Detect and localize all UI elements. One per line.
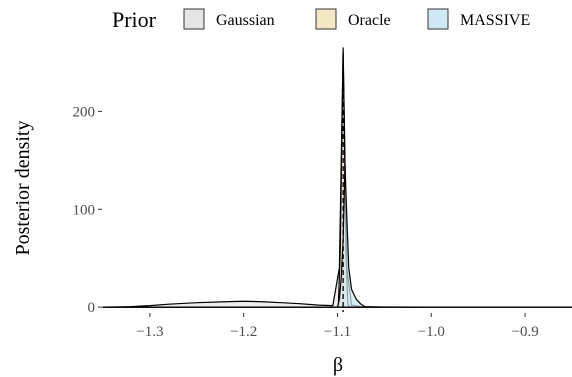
x-axis-title: β [333, 354, 343, 376]
plot-area [102, 47, 572, 312]
density-area-oracle [102, 47, 572, 308]
y-tick-label: 100 [73, 202, 96, 218]
density-area-massive [102, 164, 572, 308]
legend: Prior Gaussian Oracle MASSIVE [112, 7, 530, 32]
y-tick-label: 0 [88, 300, 96, 316]
legend-swatch-gaussian [183, 8, 205, 30]
legend-label-gaussian: Gaussian [216, 12, 275, 29]
legend-swatch-oracle [315, 8, 337, 30]
x-tick-label: −1.3 [136, 324, 163, 340]
x-tick-label: −0.9 [511, 324, 538, 340]
x-tick-label: −1.1 [324, 324, 351, 340]
legend-swatch-massive [427, 8, 449, 30]
legend-label-massive: MASSIVE [460, 12, 530, 29]
legend-label-oracle: Oracle [348, 12, 391, 29]
x-tick-label: −1.0 [418, 324, 445, 340]
legend-title: Prior [112, 7, 157, 32]
axes: 0 100 200 −1.3 −1.2 −1.1 −1.0 −0.9 [73, 104, 539, 340]
y-tick-label: 200 [73, 104, 96, 120]
y-axis-title: Posterior density [12, 121, 34, 256]
x-tick-label: −1.2 [230, 324, 257, 340]
density-area-gaussian [102, 52, 572, 308]
